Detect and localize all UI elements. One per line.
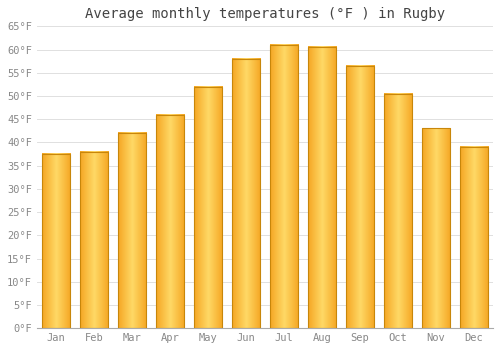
Bar (270, 45, 298, 328)
Bar (384, 94, 412, 328)
Bar (460, 147, 488, 328)
Bar (80, 152, 108, 328)
Bar (308, 47, 336, 328)
Bar (346, 66, 374, 328)
Title: Average monthly temperatures (°F ) in Rugby: Average monthly temperatures (°F ) in Ru… (85, 7, 445, 21)
Bar (194, 87, 222, 328)
Bar (422, 128, 450, 328)
Bar (42, 154, 70, 328)
Bar (156, 114, 184, 328)
Bar (118, 133, 146, 328)
Bar (232, 59, 260, 328)
